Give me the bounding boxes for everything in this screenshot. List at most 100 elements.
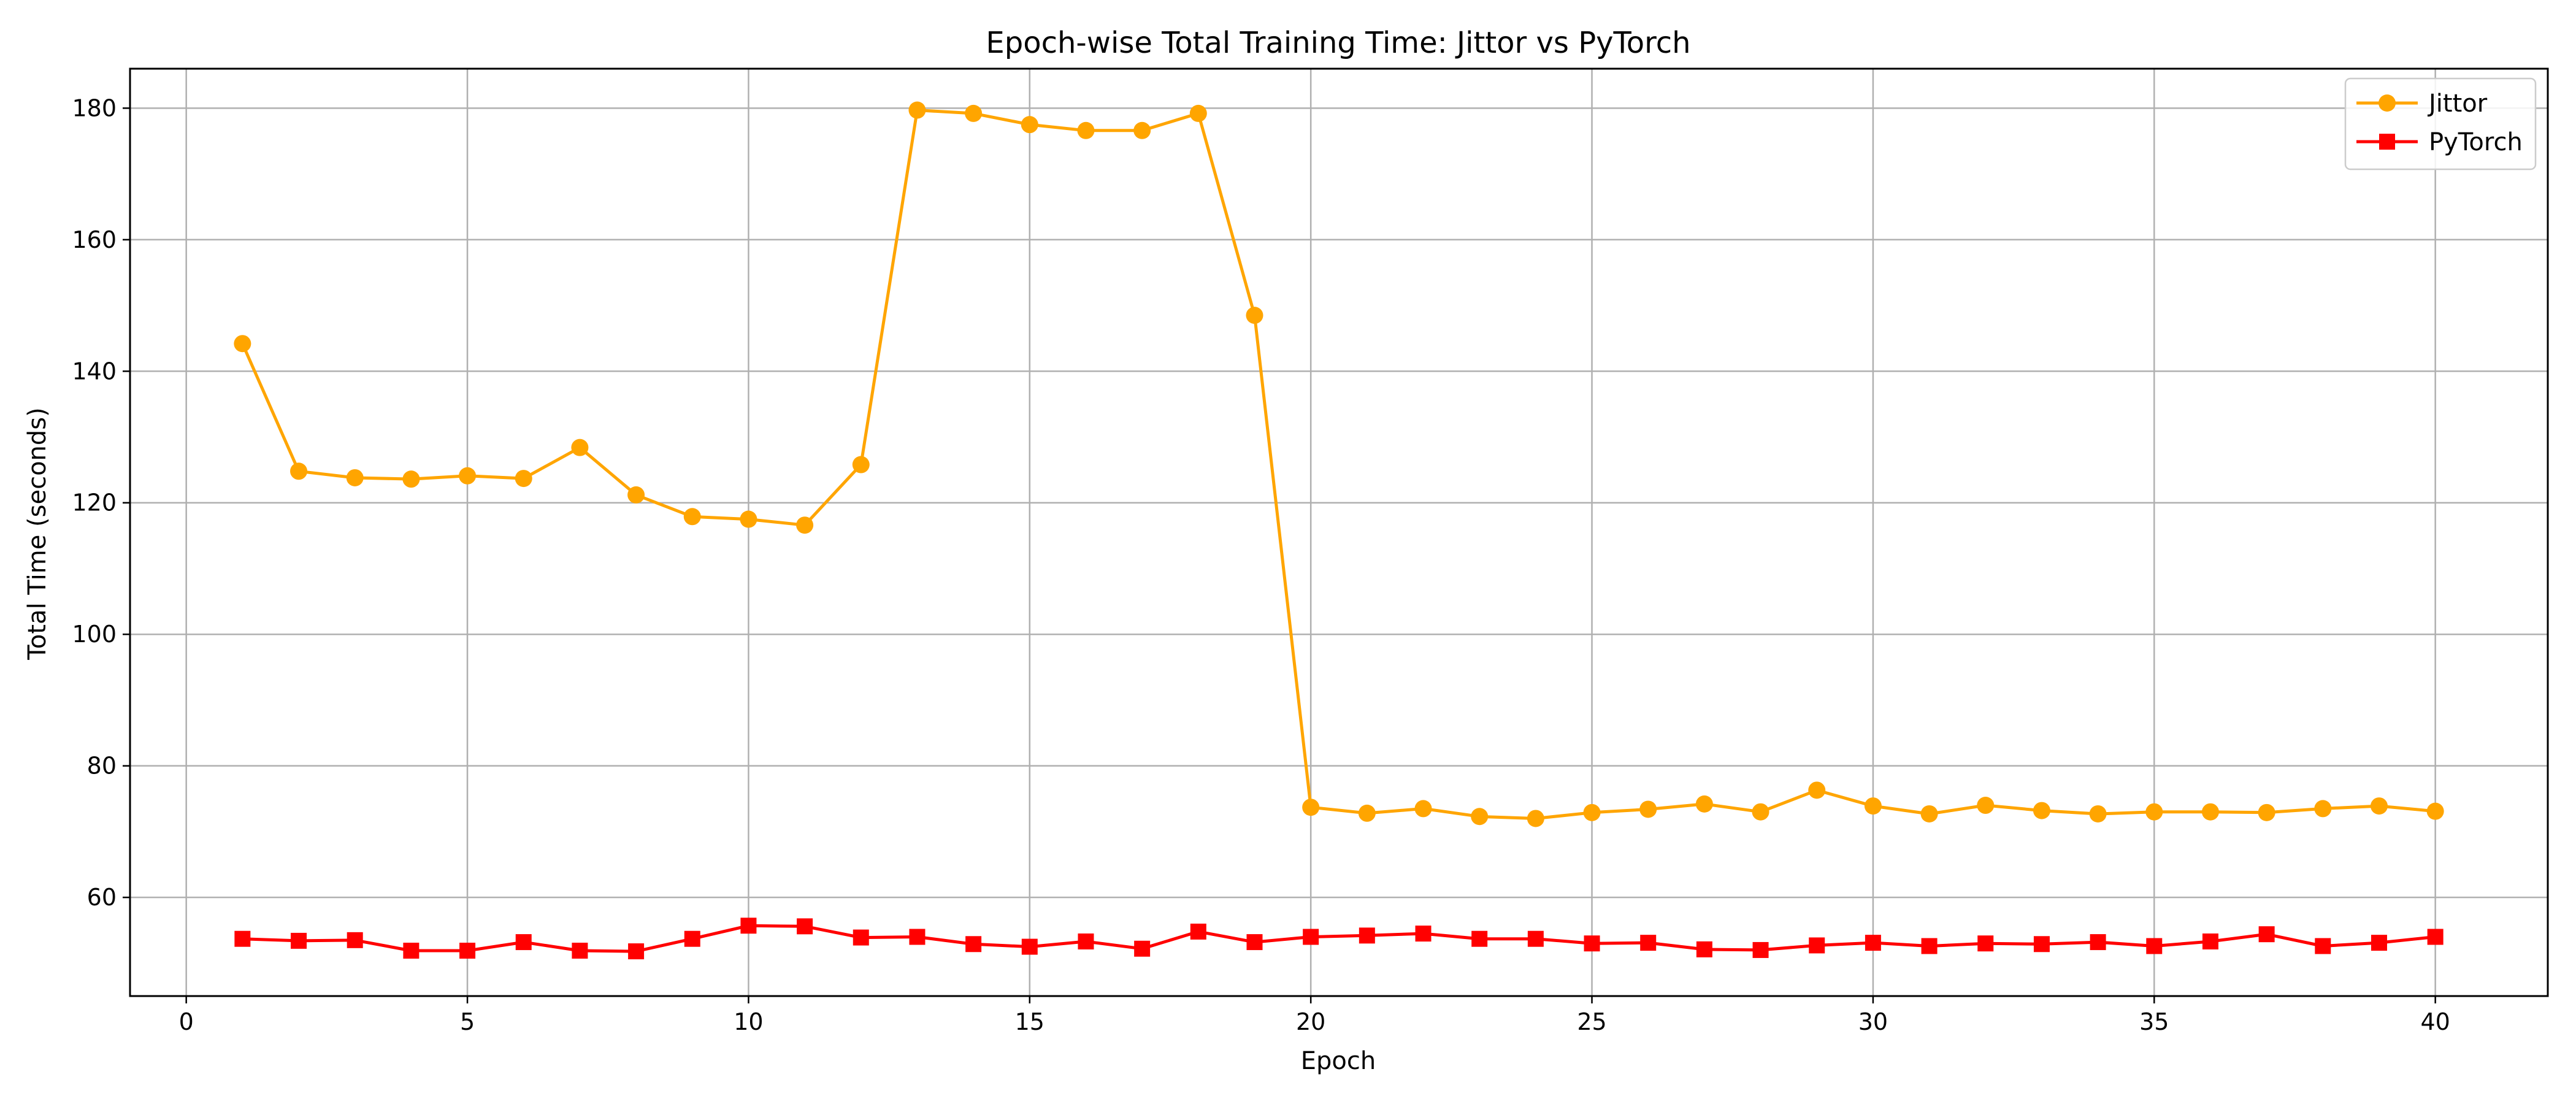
pytorch-point: [2427, 929, 2444, 945]
legend-label-jittor: Jittor: [2427, 90, 2488, 118]
series-pytorch: [234, 918, 2444, 960]
jittor-point: [459, 467, 477, 485]
jittor-point: [1864, 797, 1882, 815]
pytorch-point: [1584, 935, 1600, 952]
jittor-point: [1808, 781, 1826, 799]
jittor-point: [852, 456, 870, 473]
pytorch-point: [234, 930, 251, 947]
jittor-point: [1639, 800, 1657, 818]
pytorch-point: [515, 934, 532, 951]
pytorch-point: [909, 929, 926, 945]
pytorch-point: [572, 943, 588, 959]
pytorch-point: [1921, 938, 1938, 954]
pytorch-point: [2371, 935, 2387, 951]
legend-label-pytorch: PyTorch: [2429, 128, 2523, 156]
legend-marker-pytorch: [2379, 134, 2395, 150]
jittor-point: [1752, 803, 1769, 821]
jittor-point: [2314, 800, 2332, 818]
jittor-point: [1077, 121, 1095, 139]
pytorch-point: [1809, 937, 1825, 954]
x-tick-label: 10: [734, 1008, 763, 1035]
jittor-point: [1527, 810, 1544, 827]
jittor-point: [1246, 307, 1263, 324]
jittor-point: [402, 470, 420, 488]
jittor-point: [1695, 795, 1713, 813]
jittor-point: [908, 101, 926, 119]
pytorch-point: [2258, 926, 2275, 943]
pytorch-point: [797, 918, 813, 935]
jittor-line: [241, 109, 2436, 820]
pytorch-point: [291, 932, 307, 949]
jittor-point: [290, 462, 308, 480]
jittor-point: [515, 470, 532, 488]
jittor-point: [346, 469, 364, 486]
series-layer: [234, 101, 2444, 960]
pytorch-point: [1415, 926, 1432, 942]
pytorch-point: [1246, 934, 1263, 951]
pytorch-point: [1865, 935, 1881, 951]
pytorch-line: [242, 924, 2436, 953]
y-axis-ticks: 60 80 100 120 140 160 180: [72, 94, 130, 911]
jittor-point: [234, 335, 251, 353]
legend: Jittor PyTorch: [2344, 77, 2537, 171]
y-tick-label: 160: [72, 226, 117, 253]
grid: [130, 69, 2548, 996]
pytorch-point: [965, 936, 982, 953]
pytorch-point: [1752, 941, 1769, 958]
y-tick-label: 140: [72, 358, 117, 385]
jittor-point: [1414, 800, 1432, 818]
jittor-point: [965, 104, 983, 122]
jittor-point: [2033, 802, 2050, 819]
x-tick-label: 35: [2139, 1008, 2169, 1035]
jittor-point: [1977, 797, 1995, 815]
jittor-point: [1021, 116, 1038, 134]
x-axis-ticks: 0 5 10 15 20 25 30 35 40: [179, 996, 2450, 1035]
pytorch-point: [459, 943, 476, 959]
jittor-point: [627, 486, 645, 504]
pytorch-point: [2202, 933, 2218, 949]
pytorch-point: [628, 943, 645, 960]
x-axis-label: Epoch: [1301, 1047, 1376, 1075]
x-tick-label: 5: [460, 1008, 475, 1035]
pytorch-point: [1190, 923, 1206, 940]
pytorch-point: [1471, 930, 1488, 947]
y-tick-label: 180: [72, 94, 117, 121]
y-tick-label: 100: [72, 621, 117, 648]
pytorch-point: [2315, 938, 2331, 954]
legend-marker-jittor: [2379, 94, 2396, 112]
jittor-point: [2258, 803, 2275, 821]
x-tick-label: 20: [1296, 1008, 1325, 1035]
pytorch-point: [347, 932, 363, 948]
pytorch-point: [2146, 938, 2163, 954]
legend-item-jittor: Jittor: [2356, 90, 2488, 118]
x-tick-label: 15: [1015, 1008, 1045, 1035]
jittor-point: [1583, 803, 1601, 821]
jittor-point: [796, 516, 814, 534]
pytorch-point: [1359, 927, 1375, 944]
jittor-point: [2426, 802, 2444, 820]
pytorch-point: [1977, 935, 1994, 952]
pytorch-point: [1134, 940, 1151, 957]
y-tick-label: 120: [72, 489, 117, 516]
x-tick-label: 25: [1577, 1008, 1606, 1035]
jittor-point: [740, 510, 757, 528]
jittor-point: [571, 439, 589, 456]
series-jittor: [234, 101, 2444, 827]
jittor-point: [1358, 804, 1376, 822]
y-axis-label: Total Time (seconds): [23, 407, 52, 660]
jittor-point: [2145, 803, 2163, 821]
x-tick-label: 40: [2420, 1008, 2450, 1035]
pytorch-point: [1021, 938, 1038, 955]
jittor-point: [2089, 805, 2107, 822]
pytorch-point: [1640, 935, 1657, 951]
plot-frame: [129, 67, 2549, 997]
x-tick-label: 0: [179, 1008, 194, 1035]
jittor-point: [2370, 797, 2388, 815]
legend-item-pytorch: PyTorch: [2356, 128, 2523, 156]
pytorch-point: [1303, 929, 1319, 945]
jittor-point: [1471, 808, 1489, 826]
pytorch-point: [684, 930, 700, 947]
jittor-point: [1133, 121, 1151, 139]
pytorch-point: [2033, 936, 2050, 953]
pytorch-point: [1527, 930, 1544, 947]
